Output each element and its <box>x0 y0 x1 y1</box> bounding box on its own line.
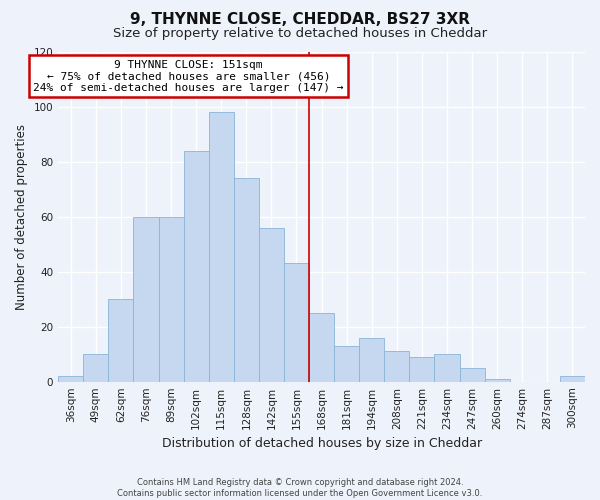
Bar <box>158 216 184 382</box>
Bar <box>409 357 434 382</box>
Text: Contains HM Land Registry data © Crown copyright and database right 2024.
Contai: Contains HM Land Registry data © Crown c… <box>118 478 482 498</box>
Bar <box>560 376 585 382</box>
Bar <box>83 354 109 382</box>
Bar <box>209 112 234 382</box>
Text: 9, THYNNE CLOSE, CHEDDAR, BS27 3XR: 9, THYNNE CLOSE, CHEDDAR, BS27 3XR <box>130 12 470 28</box>
Bar <box>485 379 510 382</box>
Bar <box>259 228 284 382</box>
Bar <box>359 338 385 382</box>
Bar <box>58 376 83 382</box>
Bar <box>109 299 133 382</box>
Text: 9 THYNNE CLOSE: 151sqm
← 75% of detached houses are smaller (456)
24% of semi-de: 9 THYNNE CLOSE: 151sqm ← 75% of detached… <box>34 60 344 93</box>
Text: Size of property relative to detached houses in Cheddar: Size of property relative to detached ho… <box>113 28 487 40</box>
Bar <box>184 150 209 382</box>
Bar <box>434 354 460 382</box>
Bar <box>234 178 259 382</box>
Bar <box>460 368 485 382</box>
X-axis label: Distribution of detached houses by size in Cheddar: Distribution of detached houses by size … <box>161 437 482 450</box>
Bar <box>334 346 359 382</box>
Y-axis label: Number of detached properties: Number of detached properties <box>15 124 28 310</box>
Bar <box>309 313 334 382</box>
Bar <box>284 264 309 382</box>
Bar <box>385 352 409 382</box>
Bar <box>133 216 158 382</box>
